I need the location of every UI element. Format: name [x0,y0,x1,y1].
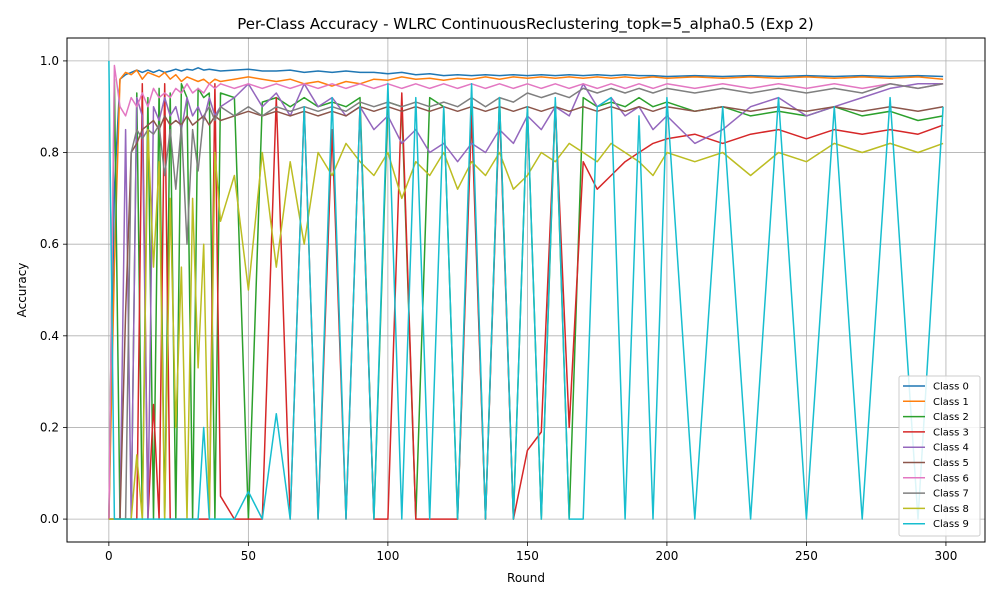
y-tick-label: 1.0 [40,54,59,68]
series-line-class-9 [108,60,944,520]
series-line-class-5 [108,105,944,520]
legend-label-class-9: Class 9 [933,519,969,530]
legend-label-class-4: Class 4 [933,443,969,454]
axis-ticks: 0 50 100 150 200 250 300 0.0 0.2 0.4 0.6 0.8 1.0 [40,54,957,563]
chart-title: Per-Class Accuracy - WLRC ContinuousRecl… [237,15,814,34]
y-tick-label: 0.4 [40,329,59,343]
y-tick-label: 0.2 [40,420,59,434]
legend-label-class-1: Class 1 [933,397,969,408]
x-tick-label: 50 [241,549,256,563]
legend-label-class-2: Class 2 [933,412,969,423]
y-axis-label: Accuracy [15,263,29,318]
x-tick-label: 0 [105,549,113,563]
y-tick-label: 0.0 [40,512,59,526]
x-axis-label: Round [507,571,545,585]
legend-label-class-8: Class 8 [933,504,969,515]
legend-label-class-3: Class 3 [933,427,969,438]
legend-label-class-5: Class 5 [933,458,969,469]
plot-frame [66,37,986,543]
x-tick-label: 200 [655,549,678,563]
x-tick-label: 150 [516,549,539,563]
legend: Class 0 Class 1 Class 2 Class 3 Class 4 Class… [898,375,981,537]
legend-label-class-0: Class 0 [933,382,969,393]
legend-label-class-7: Class 7 [933,489,969,500]
series-line-class-7 [108,83,944,520]
series-line-class-4 [108,83,944,520]
y-tick-label: 0.6 [40,237,59,251]
series-line-class-6 [108,64,944,520]
series-lines [108,60,944,520]
series-line-class-0 [108,67,944,520]
x-tick-label: 100 [376,549,399,563]
x-tick-label: 300 [934,549,957,563]
series-line-class-8 [108,128,944,520]
x-tick-label: 250 [795,549,818,563]
y-tick-label: 0.8 [40,146,59,160]
legend-label-class-6: Class 6 [933,473,969,484]
series-line-class-1 [108,69,944,520]
